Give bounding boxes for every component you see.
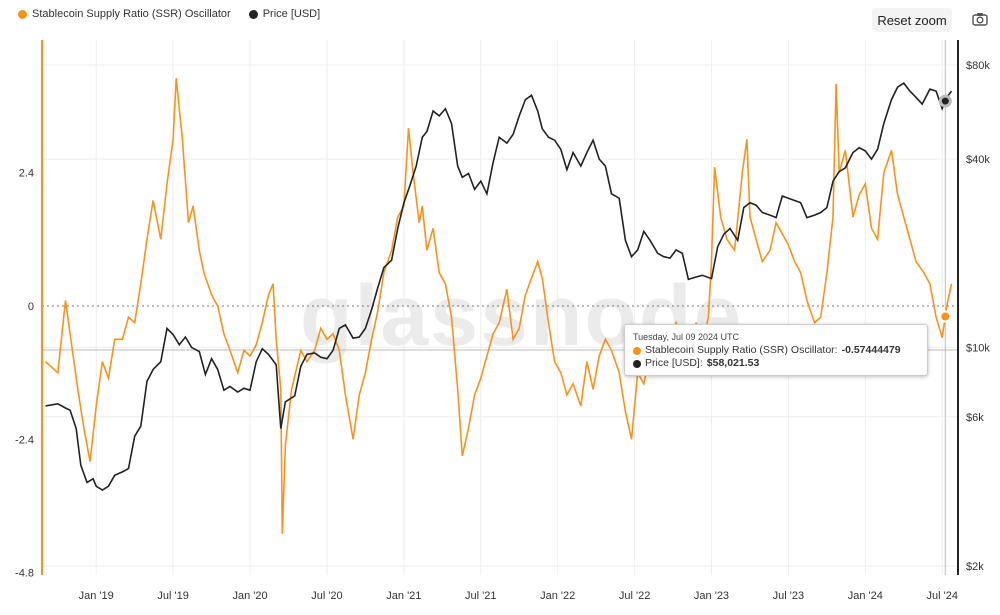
legend-ssr-dot	[18, 9, 27, 19]
legend-item-ssr[interactable]: Stablecoin Supply Ratio (SSR) Oscillator	[18, 8, 231, 20]
legend-item-price[interactable]: Price [USD]	[248, 8, 321, 20]
tooltip-price-value: $58,021.53	[706, 357, 760, 369]
series-ssr-line[interactable]	[44, 78, 953, 534]
tooltip-price-label: Price [USD]:	[645, 357, 703, 369]
right-tick-label: $6k	[966, 412, 984, 424]
right-tick-label: $10k	[966, 342, 990, 354]
left-tick-label: 0	[28, 301, 34, 313]
x-tick-label: Jul '21	[465, 590, 496, 602]
right-tick-label: $80k	[966, 60, 990, 72]
x-tick-label: Jul '22	[619, 590, 650, 602]
x-tick-label: Jul '24	[927, 590, 958, 602]
x-tick-label: Jan '22	[540, 590, 575, 602]
tooltip-row-price: Price [USD]: $58,021.53	[633, 357, 919, 370]
right-tick-label: $40k	[966, 154, 990, 166]
x-axis-ticks: Jan '19 Jul '19 Jan '20 Jul '20 Jan '21 Jul '…	[79, 590, 958, 602]
tooltip-ssr-label: Stablecoin Supply Ratio (SSR) Oscillator…	[645, 344, 838, 356]
x-tick-label: Jan '24	[848, 590, 883, 602]
ssr-hover-marker	[939, 310, 952, 323]
tooltip-date: Tuesday, Jul 09 2024 UTC	[633, 332, 740, 342]
camera-icon[interactable]	[972, 12, 988, 26]
legend: Stablecoin Supply Ratio (SSR) Oscillator…	[18, 8, 320, 20]
left-tick-label: -4.8	[15, 568, 34, 580]
right-tick-label: $2k	[966, 561, 984, 573]
right-axis-ticks: $80k $40k $10k $6k $2k	[966, 60, 990, 573]
left-tick-label: -2.4	[15, 434, 34, 446]
series-price-line[interactable]	[45, 82, 953, 491]
legend-price-dot	[248, 9, 258, 19]
tooltip-row-ssr: Stablecoin Supply Ratio (SSR) Oscillator…	[633, 344, 919, 357]
x-tick-label: Jan '23	[694, 590, 729, 602]
x-tick-label: Jan '19	[79, 590, 114, 602]
price-hover-marker	[938, 94, 952, 108]
x-tick-label: Jan '20	[232, 590, 267, 602]
left-tick-label: 2.4	[19, 168, 34, 180]
x-tick-label: Jul '23	[773, 590, 804, 602]
tooltip-price-dot	[633, 359, 641, 368]
tooltip-ssr-value: -0.57444479	[841, 344, 901, 356]
x-tick-label: Jul '20	[311, 590, 342, 602]
tooltip-ssr-dot	[633, 346, 641, 355]
x-tick-label: Jul '19	[157, 590, 188, 602]
x-tick-label: Jan '21	[386, 590, 421, 602]
tooltip: Tuesday, Jul 09 2024 UTC Stablecoin Supp…	[624, 324, 928, 376]
legend-ssr-label: Stablecoin Supply Ratio (SSR) Oscillator	[32, 8, 231, 20]
legend-price-label: Price [USD]	[262, 8, 321, 20]
reset-zoom-button[interactable]: Reset zoom	[872, 8, 952, 32]
left-axis-ticks: 2.4 0 -2.4 -4.8	[15, 168, 34, 580]
